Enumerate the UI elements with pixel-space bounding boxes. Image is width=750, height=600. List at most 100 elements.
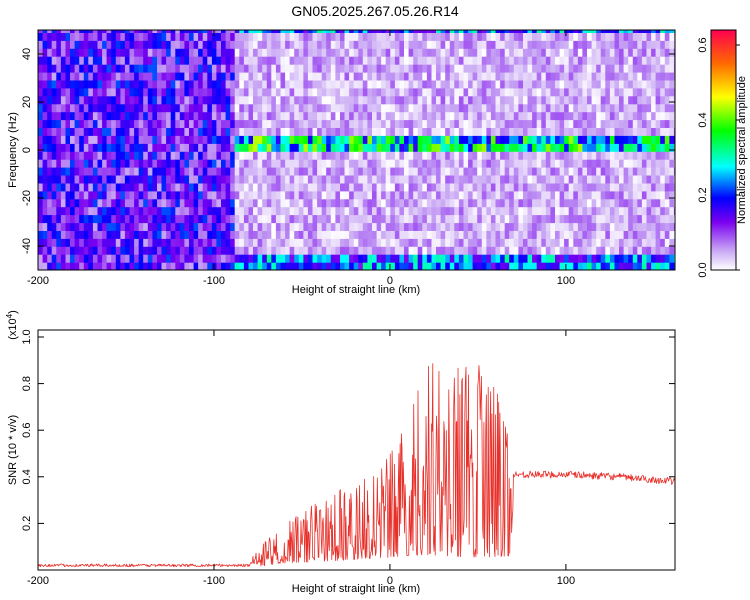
heatmap-cell-1035 — [189, 167, 195, 176]
heatmap-cell-1684 — [285, 182, 291, 192]
heatmap-cell-227 — [70, 182, 76, 192]
heatmap-cell-2932 — [468, 119, 474, 128]
heatmap-cell-2438 — [394, 103, 401, 113]
heatmap-cell-2905 — [463, 87, 469, 97]
heatmap-cell-2244 — [367, 167, 373, 176]
heatmap-cell-1909 — [317, 119, 323, 128]
heatmap-cell-4290 — [669, 167, 675, 176]
heatmap-cell-3275 — [518, 103, 524, 113]
heatmap-cell-3653 — [573, 56, 579, 65]
heatmap-cell-3638 — [573, 175, 579, 184]
heatmap-cell-2696 — [431, 30, 437, 33]
heatmap-cell-1861 — [312, 254, 318, 263]
heatmap-cell-2705 — [436, 198, 442, 208]
heatmap-cell-1514 — [257, 56, 263, 65]
heatmap-cell-2596 — [417, 79, 423, 89]
heatmap-cell-1151 — [207, 230, 213, 239]
heatmap-cell-3862 — [605, 119, 611, 128]
heatmap-cell-1141 — [202, 64, 208, 73]
heatmap-cell-2446 — [394, 40, 401, 49]
heatmap-cell-479 — [106, 151, 112, 160]
heatmap-cell-3244 — [513, 103, 519, 113]
heatmap-cell-3032 — [481, 64, 487, 73]
colorbar-tick-label-3: 0.6 — [697, 37, 709, 52]
heatmap-cell-978 — [179, 127, 185, 136]
heatmap-cell-705 — [138, 79, 144, 89]
heatmap-cell-4166 — [651, 167, 657, 176]
heatmap-cell-188 — [65, 246, 71, 255]
heatmap-cell-3767 — [591, 135, 597, 144]
heatmap-cell-2658 — [426, 79, 433, 89]
heatmap-cell-1673 — [280, 30, 286, 33]
heatmap-cell-4168 — [651, 151, 657, 160]
heatmap-cell-2603 — [417, 30, 423, 33]
heatmap-cell-2578 — [417, 222, 423, 231]
heatmap-cell-3046 — [486, 198, 492, 208]
heatmap-cell-1148 — [207, 254, 213, 263]
heatmap-cell-1905 — [317, 151, 323, 160]
heatmap-cell-3130 — [495, 30, 501, 33]
heatmap-cell-3164 — [504, 246, 510, 255]
heatmap-cell-792 — [152, 127, 158, 136]
heatmap-cell-2304 — [376, 182, 382, 192]
heatmap-cell-1851 — [307, 87, 314, 97]
heatmap-cell-152 — [56, 40, 62, 49]
heatmap-cell-2380 — [385, 72, 391, 81]
heatmap-cell-2281 — [372, 119, 378, 128]
heatmap-cell-263 — [74, 143, 80, 152]
heatmap-cell-916 — [170, 127, 176, 136]
heatmap-cell-4209 — [655, 72, 661, 81]
heatmap-cell-3449 — [545, 198, 551, 208]
heatmap-cell-1734 — [289, 32, 295, 41]
heatmap-cell-867 — [161, 30, 167, 33]
heatmap-cell-3298 — [523, 167, 529, 176]
heatmap-cell-3163 — [504, 254, 510, 263]
heatmap-cell-343 — [88, 246, 94, 255]
heatmap-cell-939 — [175, 190, 181, 200]
heatmap-cell-496 — [111, 262, 117, 270]
heatmap-cell-1583 — [271, 246, 277, 255]
heatmap-cell-4127 — [646, 230, 652, 239]
heatmap-cell-75 — [47, 159, 53, 168]
heatmap-cell-4020 — [628, 95, 634, 105]
heatmap-cell-2021 — [335, 214, 341, 224]
heatmap-cell-1967 — [326, 151, 332, 160]
heatmap-cell-3812 — [596, 30, 602, 33]
heatmap-cell-2200 — [358, 30, 364, 33]
heatmap-cell-291 — [79, 167, 85, 176]
heatmap-cell-1669 — [280, 56, 286, 65]
heatmap-cell-3462 — [545, 95, 551, 105]
heatmap-cell-4039 — [632, 190, 638, 200]
heatmap-cell-238 — [70, 95, 76, 105]
heatmap-cell-3603 — [568, 206, 574, 216]
heatmap-cell-3626 — [568, 30, 574, 33]
heatmap-cell-798 — [152, 79, 158, 89]
heatmap-cell-2068 — [340, 87, 346, 97]
heatmap-cell-2408 — [390, 95, 396, 105]
heatmap-cell-2840 — [454, 111, 460, 121]
heatmap-cell-2087 — [344, 182, 350, 192]
heatmap-cell-2812 — [449, 87, 455, 97]
heatmap-cell-1845 — [307, 135, 314, 144]
heatmap-cell-1179 — [211, 254, 218, 263]
heatmap-cell-1769 — [298, 246, 304, 255]
heatmap-cell-3387 — [536, 198, 542, 208]
heatmap-cell-2413 — [390, 56, 396, 65]
heatmap-cell-3595 — [564, 30, 570, 33]
heatmap-cell-1976 — [326, 79, 332, 89]
heatmap-cell-4163 — [651, 190, 657, 200]
heatmap-cell-4301 — [669, 79, 675, 89]
heatmap-cell-731 — [143, 119, 149, 128]
heatmap-cell-2984 — [477, 198, 483, 208]
heatmap-cell-803 — [152, 40, 158, 49]
heatmap-cell-938 — [175, 198, 181, 208]
heatmap-cell-4244 — [660, 40, 666, 49]
heatmap-cell-2062 — [340, 135, 346, 144]
heatmap-cell-839 — [161, 246, 167, 255]
heatmap-cell-87 — [47, 64, 53, 73]
heatmap-cell-4013 — [628, 151, 634, 160]
heatmap-cell-2788 — [445, 32, 451, 41]
heatmap-cell-2429 — [394, 175, 401, 184]
heatmap-cell-4318 — [673, 190, 675, 200]
heatmap-cell-3621 — [568, 64, 574, 73]
